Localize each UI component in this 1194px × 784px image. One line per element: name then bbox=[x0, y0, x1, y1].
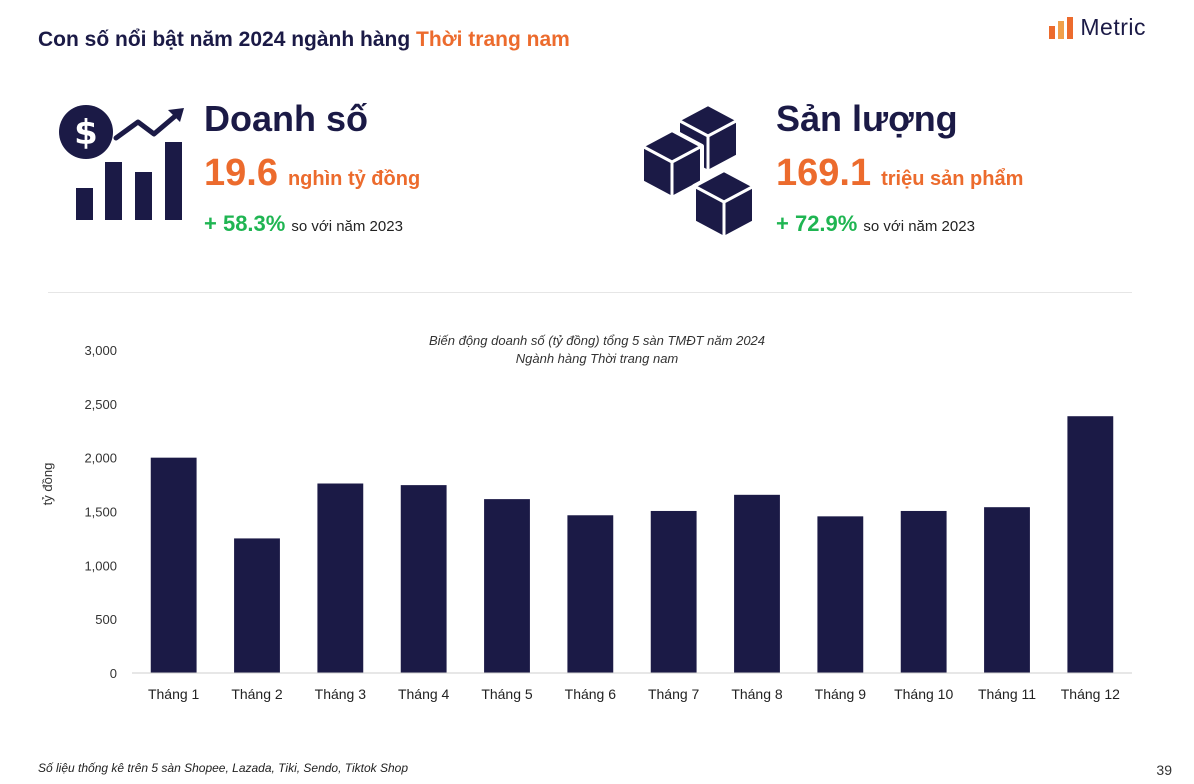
bar-8 bbox=[734, 494, 780, 673]
logo-text: Metric bbox=[1080, 14, 1146, 40]
page-number: 39 bbox=[1156, 762, 1172, 778]
y-tick-label: 2,000 bbox=[84, 451, 117, 466]
volume-change-compare: so với năm 2023 bbox=[863, 218, 975, 235]
revenue-change-pct: + 58.3% bbox=[204, 211, 286, 236]
page-title-prefix: Con số nổi bật năm 2024 ngành hàng bbox=[38, 28, 417, 51]
x-tick-label: Tháng 8 bbox=[731, 686, 783, 702]
chart-subtitle: Ngành hàng Thời trang nam bbox=[516, 351, 679, 366]
section-divider bbox=[48, 292, 1132, 293]
revenue-value: 19.6 nghìn tỷ đồng bbox=[204, 152, 420, 195]
bar-2 bbox=[234, 538, 280, 673]
x-tick-label: Tháng 5 bbox=[481, 686, 533, 702]
volume-unit: triệu sản phẩm bbox=[881, 168, 1024, 190]
y-tick-label: 2,500 bbox=[84, 397, 117, 412]
revenue-unit: nghìn tỷ đồng bbox=[287, 168, 421, 190]
bar-12 bbox=[1067, 416, 1114, 673]
volume-value: 169.1 triệu sản phẩm bbox=[776, 152, 1023, 195]
y-tick-label: 0 bbox=[110, 666, 117, 681]
y-tick-label: 1,500 bbox=[84, 505, 117, 520]
x-tick-label: Tháng 2 bbox=[231, 686, 283, 702]
chart-title: Biến động doanh số (tỷ đồng) tổng 5 sàn … bbox=[429, 333, 765, 348]
x-tick-label: Tháng 1 bbox=[148, 686, 200, 702]
x-tick-label: Tháng 7 bbox=[648, 686, 700, 702]
bar-4 bbox=[400, 485, 447, 673]
y-tick-label: 3,000 bbox=[84, 343, 117, 358]
revenue-bar-chart: Biến động doanh số (tỷ đồng) tổng 5 sàn … bbox=[40, 333, 1132, 702]
x-tick-label: Tháng 12 bbox=[1061, 686, 1120, 702]
revenue-change: + 58.3% so với năm 2023 bbox=[204, 211, 403, 237]
bar-9 bbox=[817, 516, 864, 673]
boxes-icon bbox=[640, 102, 756, 240]
x-tick-label: Tháng 4 bbox=[398, 686, 450, 702]
revenue-number: 19.6 bbox=[204, 152, 278, 194]
volume-change: + 72.9% so với năm 2023 bbox=[776, 211, 975, 237]
revenue-label: Doanh số bbox=[204, 98, 369, 139]
bar-7 bbox=[650, 510, 697, 673]
svg-text:$: $ bbox=[74, 113, 98, 153]
x-tick-label: Tháng 10 bbox=[894, 686, 953, 702]
x-tick-label: Tháng 9 bbox=[815, 686, 867, 702]
y-axis-label: tỷ đồng bbox=[40, 463, 55, 506]
revenue-change-compare: so với năm 2023 bbox=[291, 218, 403, 235]
bar-5 bbox=[484, 499, 530, 673]
bar-3 bbox=[317, 483, 364, 673]
metric-logo: Metric bbox=[1048, 14, 1146, 41]
source-note: Số liệu thống kê trên 5 sàn Shopee, Laza… bbox=[38, 761, 409, 775]
bar-6 bbox=[567, 515, 614, 673]
y-tick-label: 1,000 bbox=[84, 558, 117, 573]
page-title-highlight: Thời trang nam bbox=[416, 28, 570, 51]
volume-change-pct: + 72.9% bbox=[776, 211, 858, 236]
x-tick-label: Tháng 3 bbox=[315, 686, 367, 702]
bar-chart-logo-icon bbox=[1049, 16, 1074, 39]
volume-label: Sản lượng bbox=[776, 98, 958, 139]
bar-1 bbox=[150, 457, 197, 673]
bar-11 bbox=[984, 507, 1030, 673]
page-title: Con số nổi bật năm 2024 ngành hàng Thời … bbox=[38, 28, 570, 52]
x-tick-label: Tháng 11 bbox=[978, 686, 1036, 702]
dollar-growth-icon: $ bbox=[59, 105, 184, 220]
bar-10 bbox=[900, 510, 947, 673]
y-tick-label: 500 bbox=[95, 612, 117, 627]
volume-number: 169.1 bbox=[776, 152, 872, 194]
x-tick-label: Tháng 6 bbox=[565, 686, 617, 702]
